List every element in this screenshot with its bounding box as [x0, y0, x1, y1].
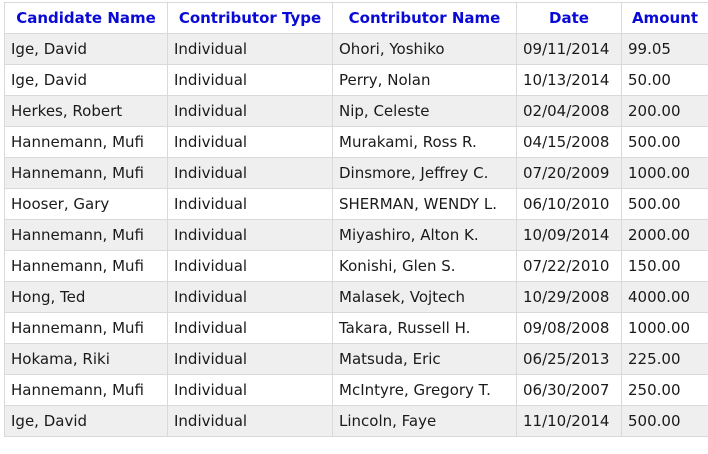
cell-date: 10/13/2014: [516, 64, 622, 96]
cell-date: 10/09/2014: [516, 219, 622, 251]
header-contributor-type[interactable]: Contributor Type: [167, 2, 333, 34]
table-row: Hannemann, Mufi Individual Murakami, Ross …: [4, 126, 708, 158]
cell-date: 06/25/2013: [516, 343, 622, 375]
cell-candidate-name: Hannemann, Mufi: [4, 312, 168, 344]
cell-candidate-name: Hooser, Gary: [4, 188, 168, 220]
cell-contributor-name: Ohori, Yoshiko: [332, 33, 517, 65]
cell-contributor-type: Individual: [167, 126, 333, 158]
header-date[interactable]: Date: [516, 2, 622, 34]
cell-contributor-name: Dinsmore, Jeffrey C.: [332, 157, 517, 189]
cell-contributor-name: Murakami, Ross R.: [332, 126, 517, 158]
cell-contributor-type: Individual: [167, 405, 333, 437]
cell-amount: 99.05: [621, 33, 708, 65]
cell-candidate-name: Hannemann, Mufi: [4, 157, 168, 189]
contributions-table: Candidate Name Contributor Type Contribu…: [4, 2, 708, 437]
cell-contributor-type: Individual: [167, 64, 333, 96]
table-row: Hannemann, Mufi Individual Konishi, Glen S…: [4, 250, 708, 282]
table-row: Hooser, Gary Individual SHERMAN, WENDY L. 0…: [4, 188, 708, 220]
cell-amount: 225.00: [621, 343, 708, 375]
cell-date: 09/08/2008: [516, 312, 622, 344]
cell-contributor-type: Individual: [167, 250, 333, 282]
cell-contributor-type: Individual: [167, 219, 333, 251]
cell-contributor-type: Individual: [167, 157, 333, 189]
table-row: Hokama, Riki Individual Matsuda, Eric 06/25…: [4, 343, 708, 375]
cell-amount: 500.00: [621, 188, 708, 220]
cell-contributor-type: Individual: [167, 281, 333, 313]
cell-contributor-name: Malasek, Vojtech: [332, 281, 517, 313]
cell-date: 10/29/2008: [516, 281, 622, 313]
cell-date: 06/30/2007: [516, 374, 622, 406]
cell-contributor-type: Individual: [167, 343, 333, 375]
cell-contributor-name: SHERMAN, WENDY L.: [332, 188, 517, 220]
cell-amount: 200.00: [621, 95, 708, 127]
table-body: Ige, David Individual Ohori, Yoshiko 09/11/…: [4, 33, 708, 437]
cell-candidate-name: Ige, David: [4, 33, 168, 65]
table-header-row: Candidate Name Contributor Type Contribu…: [4, 2, 708, 34]
cell-date: 04/15/2008: [516, 126, 622, 158]
cell-candidate-name: Hong, Ted: [4, 281, 168, 313]
cell-contributor-type: Individual: [167, 374, 333, 406]
cell-date: 06/10/2010: [516, 188, 622, 220]
cell-contributor-name: Lincoln, Faye: [332, 405, 517, 437]
cell-date: 07/22/2010: [516, 250, 622, 282]
cell-amount: 2000.00: [621, 219, 708, 251]
table-row: Ige, David Individual Lincoln, Faye 11/10/2…: [4, 405, 708, 437]
cell-candidate-name: Hannemann, Mufi: [4, 374, 168, 406]
table-row: Ige, David Individual Perry, Nolan 10/13/20…: [4, 64, 708, 96]
header-candidate-name[interactable]: Candidate Name: [4, 2, 168, 34]
cell-candidate-name: Hannemann, Mufi: [4, 250, 168, 282]
cell-contributor-name: Matsuda, Eric: [332, 343, 517, 375]
table-row: Hannemann, Mufi Individual McIntyre, Grego…: [4, 374, 708, 406]
header-amount[interactable]: Amount: [621, 2, 708, 34]
cell-date: 07/20/2009: [516, 157, 622, 189]
cell-contributor-name: Konishi, Glen S.: [332, 250, 517, 282]
cell-contributor-name: Nip, Celeste: [332, 95, 517, 127]
cell-date: 02/04/2008: [516, 95, 622, 127]
table-row: Herkes, Robert Individual Nip, Celeste 02/0…: [4, 95, 708, 127]
cell-candidate-name: Hokama, Riki: [4, 343, 168, 375]
cell-amount: 50.00: [621, 64, 708, 96]
cell-amount: 150.00: [621, 250, 708, 282]
cell-amount: 1000.00: [621, 312, 708, 344]
cell-contributor-name: Takara, Russell H.: [332, 312, 517, 344]
cell-contributor-type: Individual: [167, 188, 333, 220]
cell-amount: 500.00: [621, 405, 708, 437]
cell-candidate-name: Hannemann, Mufi: [4, 219, 168, 251]
cell-candidate-name: Ige, David: [4, 405, 168, 437]
header-contributor-name[interactable]: Contributor Name: [332, 2, 517, 34]
cell-contributor-type: Individual: [167, 312, 333, 344]
cell-candidate-name: Ige, David: [4, 64, 168, 96]
cell-amount: 500.00: [621, 126, 708, 158]
cell-contributor-name: Miyashiro, Alton K.: [332, 219, 517, 251]
cell-amount: 250.00: [621, 374, 708, 406]
cell-contributor-type: Individual: [167, 95, 333, 127]
cell-contributor-type: Individual: [167, 33, 333, 65]
table-row: Ige, David Individual Ohori, Yoshiko 09/11/…: [4, 33, 708, 65]
table-row: Hannemann, Mufi Individual Miyashiro, Alto…: [4, 219, 708, 251]
cell-amount: 1000.00: [621, 157, 708, 189]
cell-candidate-name: Herkes, Robert: [4, 95, 168, 127]
cell-candidate-name: Hannemann, Mufi: [4, 126, 168, 158]
cell-contributor-name: Perry, Nolan: [332, 64, 517, 96]
cell-amount: 4000.00: [621, 281, 708, 313]
cell-date: 09/11/2014: [516, 33, 622, 65]
table-row: Hannemann, Mufi Individual Dinsmore, Jeffr…: [4, 157, 708, 189]
contributions-table-container: Candidate Name Contributor Type Contribu…: [4, 2, 708, 437]
table-row: Hong, Ted Individual Malasek, Vojtech 10/29…: [4, 281, 708, 313]
table-row: Hannemann, Mufi Individual Takara, Russell…: [4, 312, 708, 344]
cell-date: 11/10/2014: [516, 405, 622, 437]
cell-contributor-name: McIntyre, Gregory T.: [332, 374, 517, 406]
